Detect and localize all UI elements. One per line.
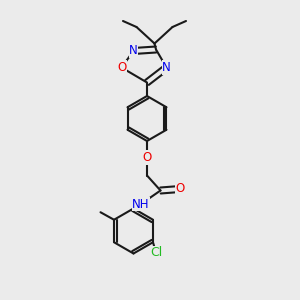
Text: O: O: [176, 182, 184, 196]
Text: N: N: [129, 44, 138, 58]
Text: O: O: [142, 151, 152, 164]
Text: Cl: Cl: [150, 246, 162, 259]
Text: O: O: [117, 61, 126, 74]
Text: NH: NH: [132, 197, 150, 211]
Text: N: N: [162, 61, 171, 74]
